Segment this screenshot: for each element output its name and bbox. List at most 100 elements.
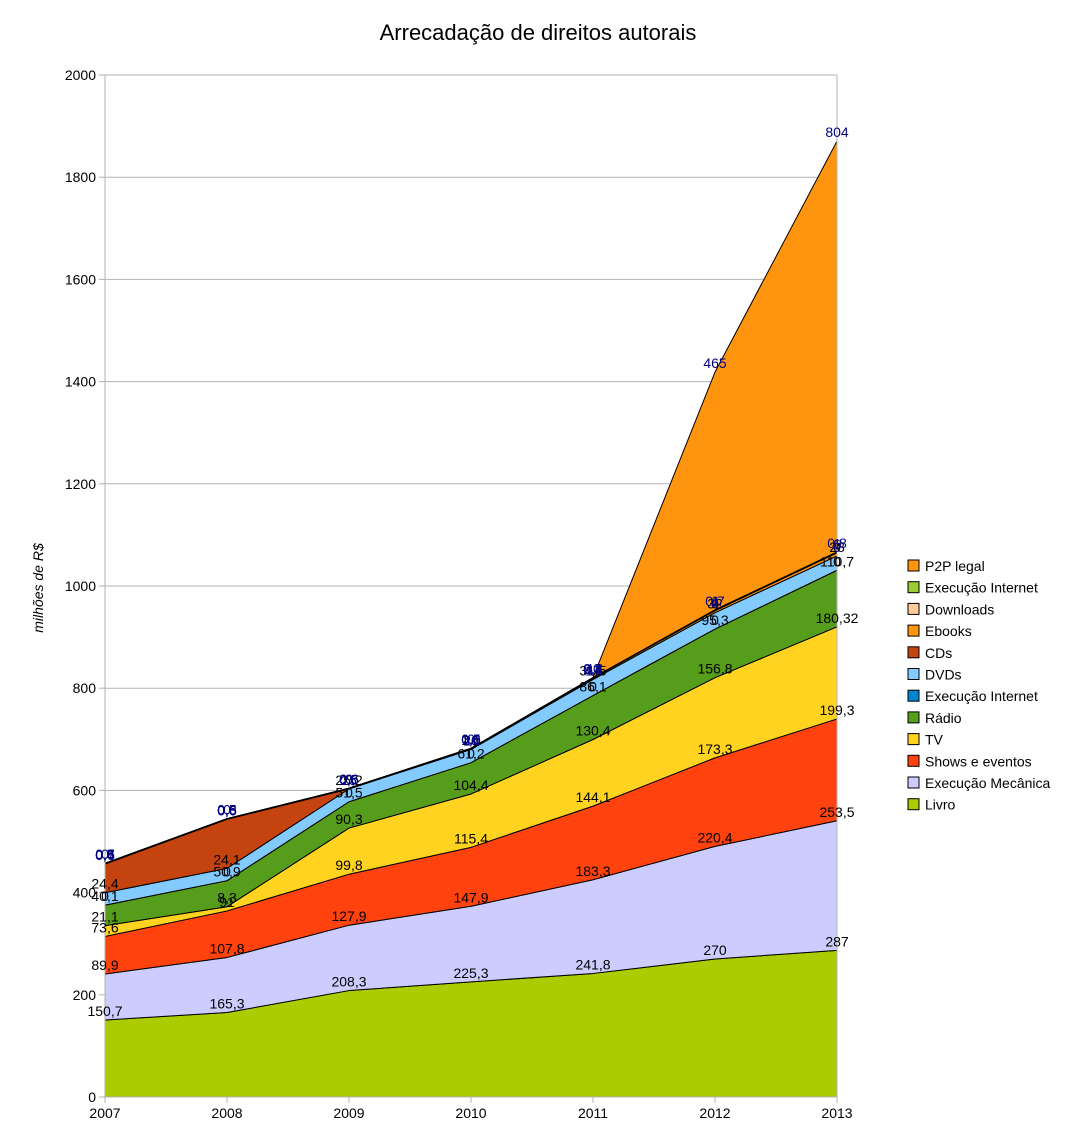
data-label: 0,5 [461, 731, 481, 747]
x-tick-label: 2010 [455, 1105, 486, 1121]
data-label: 0 [223, 864, 231, 880]
data-label: 144,1 [575, 789, 610, 805]
data-label: 0,5 [339, 772, 359, 788]
data-label: 165,3 [209, 996, 244, 1012]
data-label: 61,2 [457, 746, 484, 762]
data-label: 0,5 [339, 771, 359, 787]
y-tick-label: 1200 [65, 476, 96, 492]
data-label: 0,8 [827, 535, 847, 551]
y-axis-label: milhões de R$ [30, 543, 46, 633]
legend-label: Shows e eventos [925, 753, 1032, 769]
legend-label: P2P legal [925, 558, 985, 574]
legend-swatch [907, 776, 920, 789]
data-label: 8,3 [217, 890, 237, 906]
y-tick-label: 2000 [65, 67, 96, 83]
data-label: 147,9 [453, 889, 488, 905]
legend-label: Rádio [925, 710, 962, 726]
data-label: 24,4 [91, 876, 118, 892]
legend: P2P legal Execução Internet Downloads Ebook… [907, 558, 1051, 813]
data-label: 0 [467, 731, 475, 747]
data-label: 0,7 [705, 593, 725, 609]
data-label: 241,8 [575, 956, 610, 972]
data-label: 0 [711, 612, 719, 628]
legend-swatch [907, 602, 920, 615]
legend-label: TV [925, 732, 944, 748]
legend-swatch [907, 559, 920, 572]
data-label: 0,6 [461, 731, 481, 747]
data-label: 1,2 [461, 732, 481, 748]
data-label: 90,3 [335, 811, 362, 827]
data-label: 130,4 [575, 723, 610, 739]
legend-label: Downloads [925, 601, 994, 617]
data-label: 40 [585, 661, 601, 677]
legend-swatch [907, 754, 920, 767]
data-label: 104,4 [453, 777, 488, 793]
legend-label: Livro [925, 797, 956, 813]
legend-label: Execução Internet [925, 580, 1038, 596]
data-label: 0,5 [217, 802, 237, 818]
y-tick-label: 600 [73, 782, 97, 798]
data-label: 115,4 [454, 830, 488, 846]
x-tick-label: 2009 [333, 1105, 364, 1121]
data-label: 0,5 [95, 846, 115, 862]
data-label: 1 [711, 593, 719, 609]
data-label: 287 [825, 933, 849, 949]
legend-label: CDs [925, 645, 952, 661]
data-label: 40,1 [91, 888, 118, 904]
data-label: 0 [345, 771, 353, 787]
data-label: 150,7 [87, 1003, 122, 1019]
legend-swatch [907, 733, 920, 746]
data-label: 0 [223, 802, 231, 818]
data-label: 0 [711, 596, 719, 612]
data-label: 0 [345, 785, 353, 801]
data-label: 25 [341, 772, 357, 788]
y-tick-label: 200 [73, 987, 97, 1003]
y-tick-label: 800 [73, 680, 97, 696]
data-label: 6 [833, 536, 841, 552]
data-label: 465 [703, 355, 727, 371]
data-label: 50,9 [213, 864, 240, 880]
data-label: 40 [463, 732, 479, 748]
legend-swatch [907, 689, 920, 702]
data-label: 28 [829, 539, 845, 555]
data-label: 180,32 [816, 610, 859, 626]
y-tick-label: 1000 [65, 578, 96, 594]
chart-title: Arrecadação de direitos autorais [380, 20, 697, 45]
legend-swatch [907, 624, 920, 637]
y-tick-label: 1600 [65, 271, 96, 287]
data-label: 32 [707, 596, 723, 612]
data-label: 127,9 [331, 908, 366, 924]
legend-swatch [907, 581, 920, 594]
data-label: 199,3 [819, 702, 854, 718]
data-label: 24,1 [213, 851, 240, 867]
data-label: 225,3 [453, 965, 488, 981]
data-label: 0,6 [339, 771, 359, 787]
x-tick-label: 2007 [89, 1105, 120, 1121]
data-label: 0 [467, 746, 475, 762]
data-label: 0,3 [217, 802, 237, 818]
y-tick-label: 400 [73, 885, 97, 901]
data-label: 99,8 [335, 857, 362, 873]
data-label: 0 [101, 888, 109, 904]
legend-swatch [907, 711, 920, 724]
data-label: 0 [833, 553, 841, 569]
data-label: 0,6 [95, 847, 115, 863]
data-label: 0,4 [95, 847, 115, 863]
legend-label: Ebooks [925, 623, 972, 639]
data-label: 1 [833, 535, 841, 551]
data-label: 110,7 [820, 553, 854, 569]
area-series [104, 140, 838, 1098]
y-tick-label: 1800 [65, 169, 96, 185]
data-label: 0 [101, 846, 109, 862]
legend-swatch [907, 798, 920, 811]
data-label: 31,5 [579, 662, 606, 678]
data-label: 0 [833, 539, 841, 555]
data-label: 26 [463, 732, 479, 748]
data-label: 0,7 [583, 661, 603, 677]
x-tick-label: 2011 [578, 1105, 608, 1121]
data-label: 220,4 [697, 829, 732, 845]
x-tick-label: 2013 [821, 1105, 852, 1121]
data-label: 91 [219, 894, 235, 910]
data-labels: 150,7 165,3 208,3 225,3 241,8 270 287 89,9 107,8… [87, 124, 858, 1019]
data-label: 0 [589, 679, 597, 695]
